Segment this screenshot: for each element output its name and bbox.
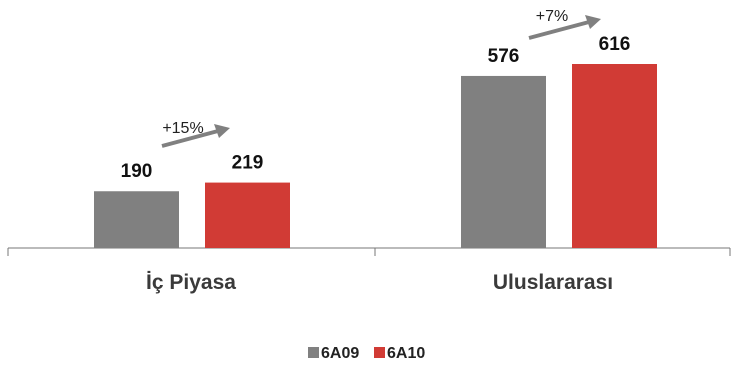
bar-6a10-uluslararasi [572,64,657,248]
growth-arrow-head [214,124,230,138]
bar-6a10-ic-piyasa [205,182,290,248]
legend: 6A09 6A10 [308,345,425,362]
growth-label-uluslararasi: +7% [536,8,568,25]
bar-6a09-ic-piyasa [94,191,179,248]
legend-swatch-6a10 [374,347,385,358]
legend-label-6a09: 6A09 [321,345,359,362]
growth-arrow-shaft [528,20,590,40]
value-label-6a10-ic-piyasa: 219 [232,153,264,174]
growth-label-ic-piyasa: +15% [162,120,203,137]
growth-arrow-head [585,15,601,29]
category-label-ic-piyasa: İç Piyasa [146,271,236,294]
value-label-6a09-ic-piyasa: 190 [121,161,153,182]
category-label-uluslararasi: Uluslararası [493,271,613,294]
legend-label-6a10: 6A10 [387,345,425,362]
growth-arrow-shaft [161,129,219,148]
value-label-6a10-uluslararasi: 616 [599,34,631,55]
bar-6a09-uluslararasi [461,75,546,248]
legend-swatch-6a09 [308,347,319,358]
value-label-6a09-uluslararasi: 576 [488,46,520,67]
